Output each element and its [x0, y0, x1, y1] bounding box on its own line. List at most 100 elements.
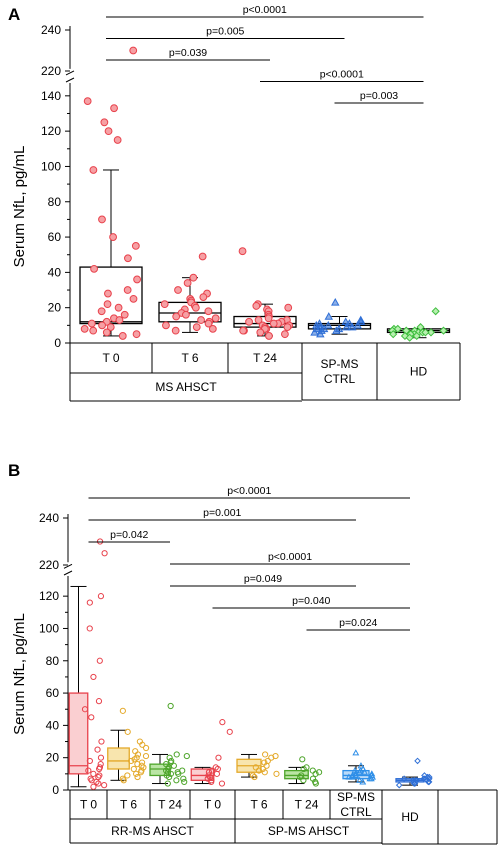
data-point	[89, 326, 98, 335]
data-point	[86, 625, 93, 632]
data-point	[324, 312, 334, 320]
data-point	[88, 714, 95, 721]
data-point	[174, 286, 182, 294]
significance-label: p<0.0001	[268, 551, 312, 563]
data-point	[97, 754, 105, 761]
data-point	[130, 765, 137, 773]
significance-label: p=0.039	[169, 47, 207, 59]
category-label: T 24	[253, 351, 277, 365]
category-label: CTRL	[340, 805, 372, 819]
data-point	[87, 319, 96, 328]
data-point	[252, 764, 259, 771]
data-point	[167, 702, 174, 710]
data-point	[101, 550, 108, 557]
category-label: T 0	[102, 351, 119, 365]
data-point	[405, 333, 414, 342]
data-point	[259, 765, 266, 773]
data-point	[254, 316, 263, 324]
data-point	[208, 767, 216, 774]
y-tick-label: 140	[41, 89, 61, 103]
data-point	[98, 321, 106, 330]
axis-break-mark	[65, 70, 75, 76]
data-point	[208, 778, 215, 786]
data-point	[353, 320, 362, 329]
data-point	[90, 770, 97, 777]
data-point	[95, 780, 102, 787]
data-point	[96, 765, 103, 773]
category-label: T 0	[204, 798, 221, 812]
data-point	[120, 777, 127, 784]
y-tick-label: 80	[48, 195, 62, 209]
data-point	[345, 773, 353, 780]
data-point	[359, 778, 367, 785]
data-point	[199, 293, 208, 301]
group-label: RR-MS AHSCT	[111, 824, 194, 838]
data-point	[131, 756, 138, 763]
y-tick-label: 60	[46, 686, 60, 700]
category-label: T 24	[158, 798, 182, 812]
data-point	[300, 765, 307, 773]
data-point	[389, 330, 398, 339]
data-point	[331, 297, 340, 306]
data-point	[183, 279, 192, 287]
data-point	[420, 775, 428, 782]
y-tick-label: 60	[48, 230, 62, 244]
data-point	[98, 215, 106, 224]
data-point	[299, 756, 306, 763]
data-point	[297, 773, 304, 781]
data-point	[192, 323, 201, 332]
data-point	[142, 744, 150, 752]
y-tick-label: 100	[39, 621, 59, 635]
significance-label: p=0.001	[203, 507, 241, 519]
data-point	[425, 778, 433, 786]
data-point	[133, 275, 141, 284]
data-point	[256, 328, 265, 337]
data-point	[251, 773, 258, 781]
panel-letter: B	[8, 461, 20, 480]
data-point	[106, 323, 115, 332]
data-point	[421, 328, 430, 337]
data-point	[356, 776, 364, 783]
data-point	[312, 770, 319, 777]
data-point	[213, 770, 221, 777]
data-point	[110, 104, 118, 113]
y-tick-label: 120	[39, 589, 59, 603]
category-label: HD	[401, 810, 419, 824]
data-point	[97, 593, 105, 600]
data-point	[395, 781, 403, 789]
data-point	[124, 254, 132, 263]
data-point	[352, 770, 359, 777]
y-tick-label: 220	[39, 558, 59, 572]
category-label: SP-MS	[320, 357, 358, 371]
axis-break-mark	[63, 570, 73, 576]
y-tick-label: 0	[54, 336, 61, 350]
y-tick-label: 40	[48, 265, 62, 279]
data-point	[180, 775, 187, 782]
significance-label: p=0.005	[206, 26, 244, 38]
data-point	[100, 118, 109, 127]
data-point	[205, 772, 212, 779]
data-point	[219, 719, 226, 726]
y-tick-label: 240	[39, 511, 59, 525]
data-point	[204, 319, 213, 328]
data-point	[140, 764, 147, 771]
data-point	[263, 762, 270, 769]
data-point	[265, 332, 273, 340]
data-point	[93, 778, 100, 786]
y-tick-label: 240	[41, 23, 61, 37]
data-point	[400, 775, 408, 782]
significance-label: p=0.024	[339, 617, 377, 629]
data-point	[98, 738, 105, 745]
data-point	[264, 314, 273, 323]
significance-label: p=0.003	[360, 90, 398, 102]
data-point	[204, 775, 211, 782]
data-point	[410, 780, 418, 787]
data-point	[348, 773, 356, 780]
category-label: T 6	[250, 798, 267, 812]
box	[190, 768, 215, 781]
data-point	[411, 780, 419, 787]
data-point	[86, 757, 93, 765]
data-point	[181, 778, 188, 786]
data-point	[191, 303, 200, 312]
significance-label: p<0.0001	[227, 485, 271, 497]
